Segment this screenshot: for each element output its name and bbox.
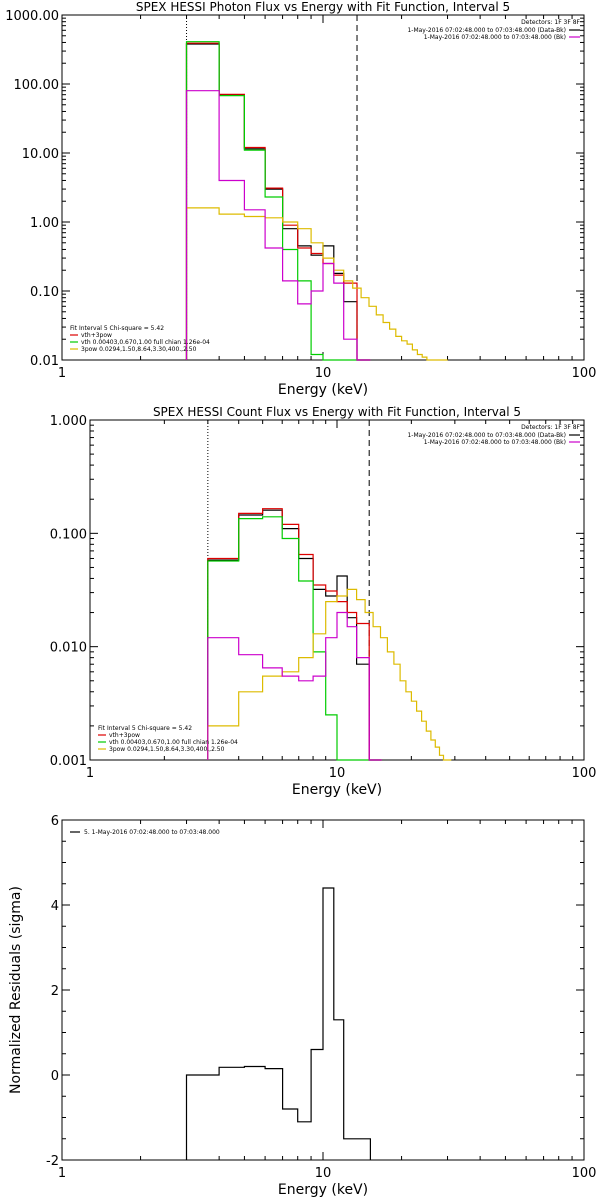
- x-tick-label: 100: [572, 366, 597, 381]
- x-tick-label: 10: [315, 1166, 332, 1181]
- series-line-5: [185, 90, 371, 361]
- y-tick-label: 2: [51, 984, 59, 999]
- x-tick-label: 10: [329, 766, 346, 781]
- fit-legend-label: vth 0.00403,0.670,1.00 full chian 1.26e-…: [109, 739, 238, 746]
- x-axis-label: Energy (keV): [278, 1182, 368, 1198]
- series-line-5: [207, 611, 382, 761]
- series-line-1: [185, 887, 371, 1160]
- series-line-3: [207, 516, 382, 761]
- x-axis-label: Energy (keV): [278, 382, 368, 398]
- series-line-4: [185, 207, 448, 361]
- legend-item-label: 5. 1-May-2016 07:02:48.000 to 07:03:48.0…: [84, 829, 220, 836]
- x-tick-label: 10: [315, 366, 332, 381]
- fit-legend-label: vth 0.00403,0.670,1.00 full chian 1.26e-…: [81, 339, 210, 346]
- chart-title: SPEX HESSI Count Flux vs Energy with Fit…: [153, 405, 521, 419]
- legend-item-label: 1-May-2016 07:02:48.000 to 07:03:48.000 …: [424, 439, 566, 446]
- legend-header: Detectors: 1F 3F 8F: [521, 424, 580, 431]
- series-line-4: [207, 588, 452, 761]
- y-axis-label: Normalized Residuals (sigma): [8, 886, 24, 1094]
- fit-legend-label: vth+3pow: [109, 732, 140, 739]
- chart-title: SPEX HESSI Photon Flux vs Energy with Fi…: [136, 0, 510, 14]
- y-tick-label: 0.10: [30, 285, 59, 300]
- y-tick-label: 10.00: [22, 147, 59, 162]
- y-tick-label: 0: [51, 1069, 59, 1084]
- y-tick-label: 1.000: [50, 414, 87, 429]
- fit-legend-label: vth+3pow: [81, 332, 112, 339]
- x-tick-label: 100: [572, 766, 597, 781]
- legend-item-label: 1-May-2016 07:02:48.000 to 07:03:48.000 …: [424, 34, 566, 41]
- y-tick-label: 0.01: [30, 354, 59, 369]
- y-tick-label: -2: [46, 1154, 59, 1169]
- fit-legend-label: 3pow 0.0294,1.50,8.64,3.30,400.,2.50: [81, 346, 197, 353]
- chart-panel-3: 1 10 100 Energy (keV) -2 0 2 4 6 Normalized Resid…: [8, 814, 596, 1198]
- y-tick-label: 4: [51, 899, 59, 914]
- x-tick-label: 1: [86, 766, 94, 781]
- fit-legend-header: Fit Interval 5 Chi-square = 5.42: [98, 725, 192, 732]
- x-tick-label: 100: [572, 1166, 597, 1181]
- y-tick-label: 1000.00: [5, 9, 59, 24]
- y-tick-label: 0.100: [50, 527, 87, 542]
- series-line-3: [185, 41, 371, 361]
- y-tick-label: 6: [51, 814, 59, 829]
- x-tick-label: 1: [58, 1166, 66, 1181]
- y-tick-label: 1.00: [30, 216, 59, 231]
- chart-panel-2: SPEX HESSI Count Flux vs Energy with Fit…: [50, 405, 597, 798]
- legend-item-label: 1-May-2016 07:02:48.000 to 07:03:48.000 …: [407, 27, 566, 34]
- fit-legend-label: 3pow 0.0294,1.50,8.64,3.30,400.,2.50: [109, 746, 225, 753]
- x-axis-label: Energy (keV): [292, 782, 382, 798]
- y-tick-label: 100.00: [14, 78, 60, 93]
- y-tick-label: 0.010: [50, 641, 87, 656]
- chart-panel-1: SPEX HESSI Photon Flux vs Energy with Fi…: [5, 0, 596, 398]
- y-tick-label: 0.001: [50, 754, 87, 769]
- legend-header: Detectors: 1F 3F 8F: [521, 19, 580, 26]
- legend-item-label: 1-May-2016 07:02:48.000 to 07:03:48.000 …: [407, 432, 566, 439]
- x-tick-label: 1: [58, 366, 66, 381]
- fit-legend-header: Fit Interval 5 Chi-square = 5.42: [70, 325, 164, 332]
